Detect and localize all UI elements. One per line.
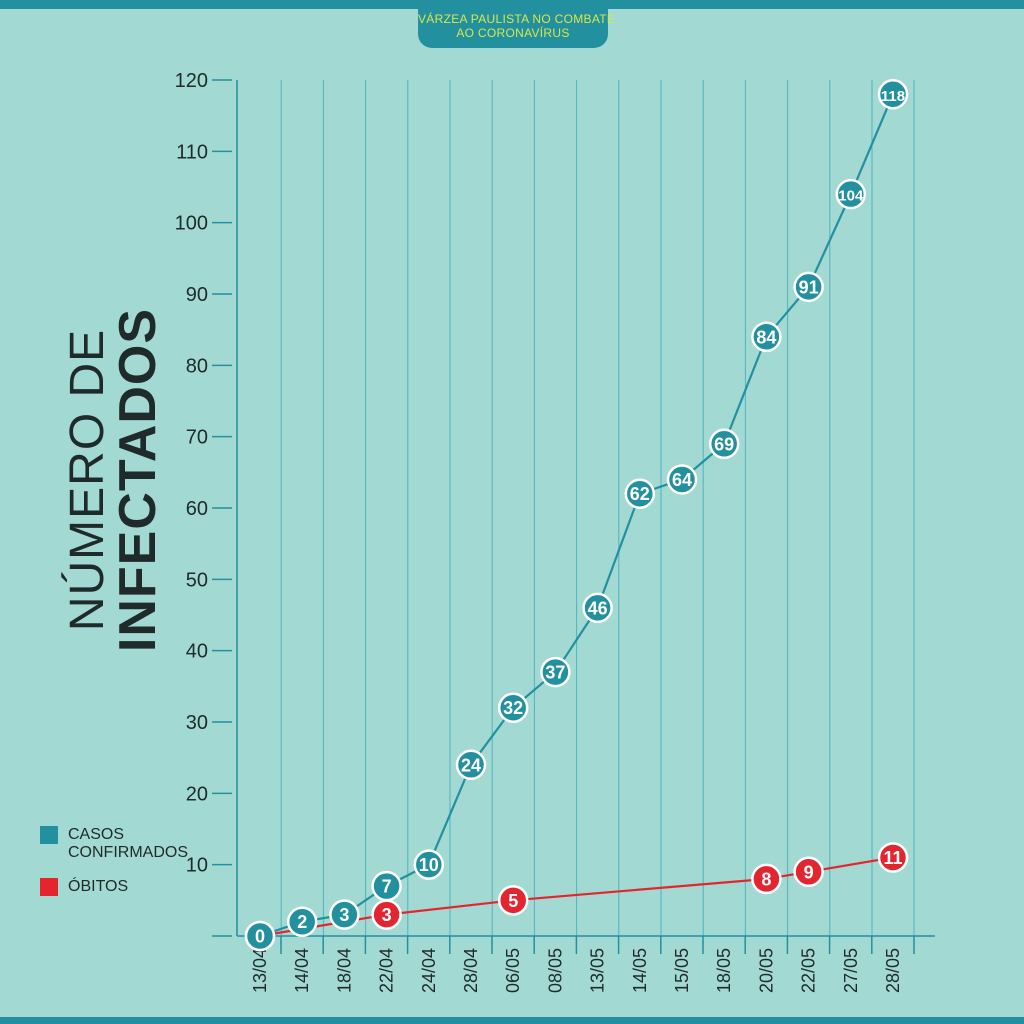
x-tick-label: 18/05 xyxy=(714,948,734,993)
casos-point-label: 3 xyxy=(339,905,349,925)
casos-point-label: 104 xyxy=(838,188,864,205)
obitos-point-label: 11 xyxy=(883,848,902,868)
y-tick-label: 80 xyxy=(186,355,208,377)
x-tick-label: 20/05 xyxy=(756,948,776,993)
y-tick-label: 110 xyxy=(176,141,208,163)
top-bar xyxy=(0,0,1024,9)
y-tick-label: 30 xyxy=(186,712,208,734)
casos-point-marker xyxy=(793,271,824,303)
x-tick-label: 13/04 xyxy=(250,948,270,993)
casos-point-marker xyxy=(286,906,318,937)
casos-point-marker xyxy=(877,79,909,110)
x-tick-label: 24/04 xyxy=(419,948,439,993)
y-tick-label: 50 xyxy=(186,569,208,591)
casos-point-marker xyxy=(751,321,782,353)
casos-point-label: 84 xyxy=(756,327,776,347)
header-title-tab: VÁRZEA PAULISTA NO COMBATE AO CORONAVÍRU… xyxy=(418,6,616,48)
x-tick-label: 22/04 xyxy=(377,948,397,993)
casos-point-marker xyxy=(582,592,613,624)
x-tick-label: 14/04 xyxy=(292,948,312,993)
x-tick-label: 06/05 xyxy=(503,948,523,993)
y-tick-label: 40 xyxy=(186,641,208,663)
casos-point-marker xyxy=(413,849,445,880)
x-tick-label: 27/05 xyxy=(841,948,861,993)
legend-label-obitos: ÓBITOS xyxy=(68,878,129,895)
header-title-line1: VÁRZEA PAULISTA NO COMBATE xyxy=(418,12,616,26)
casos-point-marker xyxy=(540,656,571,688)
obitos-point-marker xyxy=(793,856,824,888)
header-title-line2: AO CORONAVÍRUS xyxy=(456,26,570,40)
obitos-point-label: 9 xyxy=(804,862,814,882)
casos-point-marker xyxy=(708,428,740,460)
casos-point-label: 2 xyxy=(297,912,307,932)
casos-point-label: 32 xyxy=(503,698,523,718)
y-tick-label: 10 xyxy=(186,855,208,877)
y-tick-label: 60 xyxy=(186,498,208,520)
x-tick-label: 28/04 xyxy=(461,948,481,993)
bottom-bar xyxy=(0,1017,1024,1024)
obitos-point-marker xyxy=(497,885,529,916)
x-tick-label: 15/05 xyxy=(672,948,692,993)
casos-point-label: 24 xyxy=(461,755,481,775)
x-tick-label: 13/05 xyxy=(588,948,608,993)
obitos-point-marker xyxy=(751,863,782,895)
casos-point-marker xyxy=(835,178,867,210)
obitos-point-marker xyxy=(877,842,909,873)
legend-item-casos: CASOS CONFIRMADOS xyxy=(40,826,188,862)
casos-point-label: 91 xyxy=(799,277,819,297)
x-tick-label: 14/05 xyxy=(630,948,650,993)
legend-item-obitos: ÓBITOS xyxy=(40,878,188,896)
legend-label-casos-line1: CASOS xyxy=(68,826,125,843)
y-tick-label: 90 xyxy=(186,284,208,306)
obitos-point-label: 3 xyxy=(382,905,392,925)
casos-point-marker xyxy=(666,464,698,495)
y-tick-label: 120 xyxy=(175,70,208,92)
casos-point-marker xyxy=(329,899,360,930)
obitos-point-label: 8 xyxy=(761,869,771,889)
y-tick-label: 20 xyxy=(186,783,208,805)
casos-point-label: 37 xyxy=(545,663,565,683)
legend-swatch-obitos xyxy=(40,878,58,896)
casos-series-line xyxy=(259,93,895,938)
legend-label-casos: CASOS CONFIRMADOS xyxy=(68,826,188,862)
legend-label-casos-line2: CONFIRMADOS xyxy=(68,844,188,861)
y-tick-label: 70 xyxy=(186,427,208,449)
legend: CASOS CONFIRMADOS ÓBITOS xyxy=(40,826,188,912)
x-tick-label: 22/05 xyxy=(799,948,819,993)
obitos-point-label: 5 xyxy=(508,891,518,911)
legend-swatch-casos xyxy=(40,826,58,844)
x-tick-label: 18/04 xyxy=(334,948,354,993)
casos-point-label: 7 xyxy=(382,877,392,897)
casos-point-marker xyxy=(371,870,402,902)
casos-point-marker xyxy=(497,692,529,723)
casos-point-label: 0 xyxy=(255,927,265,947)
casos-point-label: 69 xyxy=(714,434,734,454)
y-tick-label: 100 xyxy=(175,213,208,235)
casos-point-marker xyxy=(624,478,656,509)
casos-point-marker xyxy=(455,749,487,781)
casos-point-label: 118 xyxy=(881,88,905,105)
x-tick-label: 28/05 xyxy=(883,948,903,993)
casos-point-label: 46 xyxy=(588,598,608,618)
casos-point-marker xyxy=(244,920,276,952)
casos-point-label: 10 xyxy=(419,855,439,875)
casos-point-label: 64 xyxy=(672,470,692,490)
x-tick-label: 08/05 xyxy=(545,948,565,993)
casos-point-label: 62 xyxy=(630,484,650,504)
